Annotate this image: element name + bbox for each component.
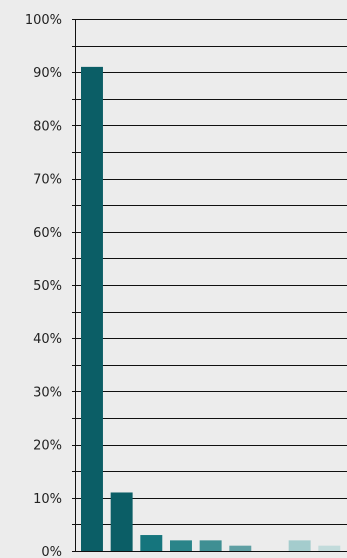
y-tick-label: 100% <box>25 13 62 28</box>
gridlines <box>75 19 347 552</box>
y-tick-label: 70% <box>33 173 62 188</box>
y-tick-label: 80% <box>33 119 62 134</box>
y-tick-label: 40% <box>33 332 62 347</box>
y-tick-label: 20% <box>33 439 62 454</box>
bar <box>110 492 133 551</box>
bar <box>170 540 192 551</box>
y-tick-label: 50% <box>33 279 62 294</box>
bar <box>199 540 222 551</box>
y-tick-labels: 0% 10% 20% 30% 40% 50% 60% 70% 80% 90% 100% <box>25 13 62 558</box>
y-tick-label: 0% <box>41 545 62 558</box>
y-tick-label: 90% <box>33 66 62 81</box>
bar <box>318 545 341 551</box>
bar <box>288 540 311 551</box>
y-tick-label: 10% <box>33 492 62 507</box>
bars <box>81 66 341 551</box>
axes <box>72 19 76 552</box>
y-tick-label: 60% <box>33 226 62 241</box>
bar <box>229 545 252 551</box>
bar <box>81 66 103 551</box>
y-tick-label: 30% <box>33 385 62 400</box>
bar <box>140 535 163 551</box>
